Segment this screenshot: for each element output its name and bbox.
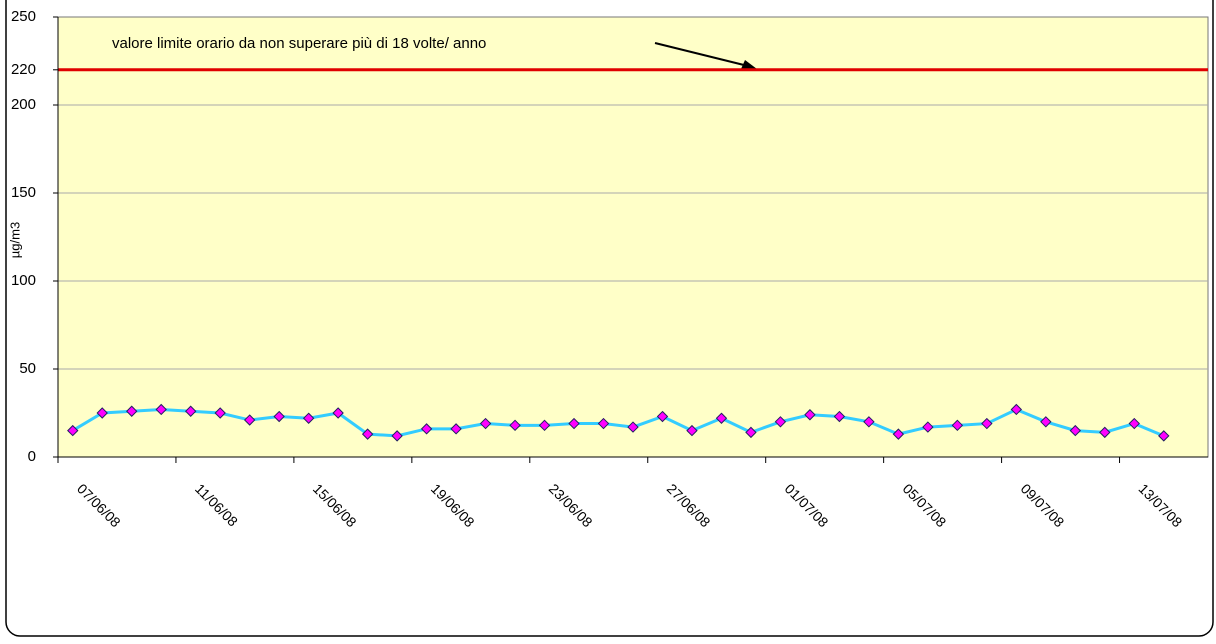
point-marker [745,426,757,439]
y-axis-label: µg/m3 [7,222,22,258]
point-marker [184,405,197,417]
y-tick-label: 220 [11,61,36,78]
point-marker [656,410,669,423]
y-tick-label: 200 [11,96,36,113]
point-marker [686,424,698,437]
point-marker [597,417,610,430]
y-tick-label: 0 [28,448,36,465]
point-marker [155,403,167,416]
annotation: valore limite orario da non superare più… [112,35,486,52]
point-marker [509,419,521,432]
point-marker [479,417,492,430]
point-marker [1158,430,1170,442]
point-marker [627,421,639,433]
point-marker [538,419,551,432]
point-marker [214,407,226,419]
y-tick-label: 150 [11,184,36,201]
point-marker [1040,416,1052,428]
point-marker [302,412,315,424]
point-marker [96,407,108,419]
point-marker [273,410,285,423]
point-marker [361,428,374,440]
point-marker [332,407,344,419]
point-marker [67,424,79,437]
point-marker [391,430,403,442]
point-marker [420,423,433,435]
point-marker [892,428,905,440]
point-marker [715,412,728,424]
point-marker [863,416,875,428]
point-marker [450,423,462,435]
y-tick-label: 250 [11,8,36,25]
point-marker [243,414,256,426]
point-marker [774,416,787,428]
point-marker [1099,426,1111,439]
point-marker [833,410,846,423]
point-marker [126,405,138,417]
y-tick-label: 50 [19,360,36,377]
point-marker [568,417,580,430]
y-tick-label: 100 [11,272,36,289]
point-marker [1128,417,1140,430]
point-marker [804,409,816,421]
point-marker [1010,403,1023,416]
point-marker [951,419,964,432]
annotation-arrow [654,42,753,68]
point-marker [1069,424,1082,437]
point-marker [922,421,934,433]
point-marker [981,417,993,430]
plot-area [57,16,1209,458]
arrow-head [741,60,757,69]
